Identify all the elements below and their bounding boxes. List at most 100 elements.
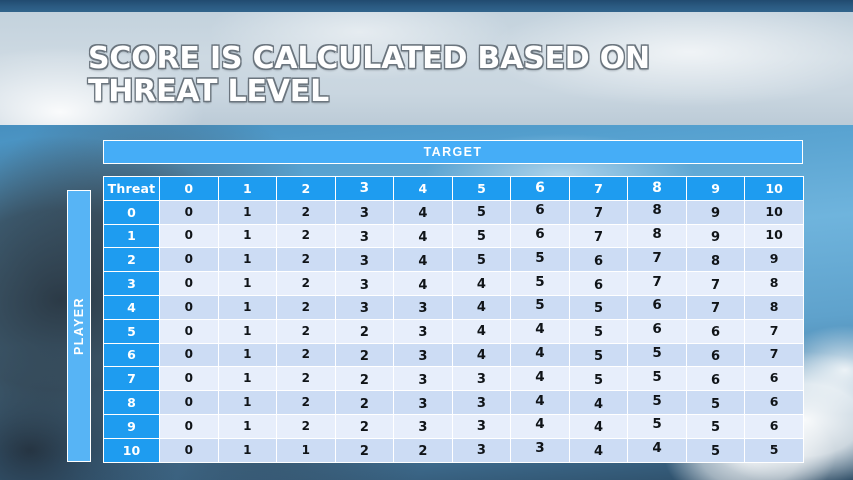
matrix-column-header-8: 8 (627, 176, 687, 201)
matrix-cell-1-5: 5 (451, 223, 512, 249)
matrix-row: 0 0 1 2 3 4 5 6 7 8 9 10 (103, 199, 804, 225)
matrix-cell-4-0: 0 (159, 294, 219, 320)
matrix-row: 1 0 1 2 3 4 5 6 7 8 9 10 (103, 223, 804, 249)
matrix-cell-9-1: 1 (217, 413, 278, 439)
matrix-row-header-4: 4 (103, 294, 160, 320)
matrix-corner-header: Threat (103, 176, 160, 201)
matrix-cell-9-3: 2 (334, 413, 395, 439)
matrix-cell-6-7: 5 (568, 342, 629, 368)
matrix-cell-4-8: 6 (627, 294, 687, 320)
matrix-column-header-5: 5 (451, 176, 512, 201)
matrix-cell-5-3: 2 (334, 318, 395, 344)
matrix-cell-8-9: 5 (685, 390, 746, 415)
matrix-cell-5-4: 3 (393, 318, 453, 344)
matrix-cell-8-2: 2 (276, 390, 336, 415)
matrix-column-header-9: 9 (685, 176, 746, 201)
matrix-cell-1-7: 7 (568, 223, 629, 249)
matrix-cell-10-0: 0 (159, 437, 219, 463)
matrix-cell-8-3: 2 (334, 390, 395, 415)
matrix-row-header-8: 8 (103, 390, 160, 415)
matrix-cell-4-5: 4 (451, 294, 512, 320)
matrix-cell-3-8: 7 (627, 271, 687, 296)
matrix-cell-2-2: 2 (276, 247, 336, 273)
target-axis-label: TARGET (423, 145, 483, 159)
matrix-cell-8-10: 6 (744, 390, 804, 415)
matrix-cell-9-8: 5 (627, 413, 687, 439)
matrix-cell-10-9: 5 (685, 437, 746, 463)
matrix-cell-4-4: 3 (393, 294, 453, 320)
matrix-cell-8-7: 4 (568, 390, 629, 415)
matrix-cell-10-8: 4 (627, 437, 687, 463)
matrix-cell-5-7: 5 (568, 318, 629, 344)
matrix-cell-4-7: 5 (568, 294, 629, 320)
matrix-cell-7-8: 5 (627, 366, 687, 392)
matrix-cell-0-3: 3 (334, 199, 395, 225)
matrix-cell-1-2: 2 (276, 223, 336, 249)
matrix-row-header-7: 7 (103, 366, 160, 392)
matrix-row: 10 0 1 1 2 2 3 3 4 4 5 5 (103, 437, 804, 463)
matrix-column-header-2: 2 (276, 176, 336, 201)
matrix-cell-1-0: 0 (159, 223, 219, 249)
matrix-cell-3-7: 6 (568, 271, 629, 296)
matrix-cell-3-2: 2 (276, 271, 336, 296)
matrix-cell-8-5: 3 (451, 390, 512, 415)
matrix-column-header-0: 0 (159, 176, 219, 201)
matrix-cell-1-10: 10 (744, 223, 804, 249)
matrix-cell-9-2: 2 (276, 413, 336, 439)
matrix-cell-5-6: 4 (510, 318, 570, 344)
matrix-cell-6-8: 5 (627, 342, 687, 368)
matrix-cell-8-0: 0 (159, 390, 219, 415)
player-axis-label-bar: PLAYER (67, 190, 91, 462)
matrix-cell-1-3: 3 (334, 223, 395, 249)
matrix-cell-6-9: 6 (685, 342, 746, 368)
matrix-cell-4-10: 8 (744, 294, 804, 320)
matrix-cell-7-1: 1 (217, 366, 278, 392)
matrix-cell-4-9: 7 (685, 294, 746, 320)
matrix-cell-0-9: 9 (685, 199, 746, 225)
matrix-cell-2-4: 4 (393, 247, 453, 273)
matrix-column-header-7: 7 (568, 176, 629, 201)
matrix-cell-5-8: 6 (627, 318, 687, 344)
matrix-cell-0-1: 1 (217, 199, 278, 225)
title-band: SCORE IS CALCULATED BASED ON THREAT LEVE… (0, 12, 853, 125)
matrix-cell-5-10: 7 (744, 318, 804, 344)
matrix-cell-10-10: 5 (744, 437, 804, 463)
matrix-cell-10-6: 3 (510, 437, 570, 463)
matrix-cell-3-6: 5 (510, 271, 570, 296)
player-axis-label: PLAYER (72, 297, 86, 355)
top-accent-band (0, 0, 853, 12)
matrix-cell-2-0: 0 (159, 247, 219, 273)
matrix-cell-0-7: 7 (568, 199, 629, 225)
matrix-cell-7-4: 3 (393, 366, 453, 392)
matrix-cell-5-9: 6 (685, 318, 746, 344)
matrix-cell-7-7: 5 (568, 366, 629, 392)
matrix-cell-3-1: 1 (217, 271, 278, 296)
matrix-cell-8-6: 4 (510, 390, 570, 415)
matrix-cell-2-9: 8 (685, 247, 746, 273)
matrix-cell-0-6: 6 (510, 199, 570, 225)
matrix-column-header-3: 3 (334, 176, 395, 201)
score-matrix-table: Threat 0 1 2 3 4 5 6 7 8 9 10 0 0 1 2 3 4 5 6 7 8 9 10 1 0 1 2 3 4 5… (103, 176, 804, 463)
matrix-row-header-2: 2 (103, 247, 160, 273)
matrix-cell-7-9: 6 (685, 366, 746, 392)
matrix-cell-7-3: 2 (334, 366, 395, 392)
matrix-cell-10-3: 2 (334, 437, 395, 463)
matrix-body: 0 0 1 2 3 4 5 6 7 8 9 10 1 0 1 2 3 4 5 6 7 8 9 10 2 0 1 2 3 4 5 5 6 7 8 9 3 0… (103, 199, 804, 463)
matrix-cell-2-6: 5 (510, 247, 570, 273)
matrix-cell-5-2: 2 (276, 318, 336, 344)
matrix-cell-0-5: 5 (451, 199, 512, 225)
matrix-cell-2-5: 5 (451, 247, 512, 273)
matrix-row-header-1: 1 (103, 223, 160, 249)
matrix-cell-3-4: 4 (393, 271, 453, 296)
matrix-cell-5-5: 4 (451, 318, 512, 344)
matrix-cell-3-5: 4 (451, 271, 512, 296)
matrix-cell-2-7: 6 (568, 247, 629, 273)
matrix-cell-1-1: 1 (217, 223, 278, 249)
matrix-cell-7-10: 6 (744, 366, 804, 392)
matrix-cell-6-0: 0 (159, 342, 219, 368)
matrix-cell-6-3: 2 (334, 342, 395, 368)
matrix-cell-8-4: 3 (393, 390, 453, 415)
